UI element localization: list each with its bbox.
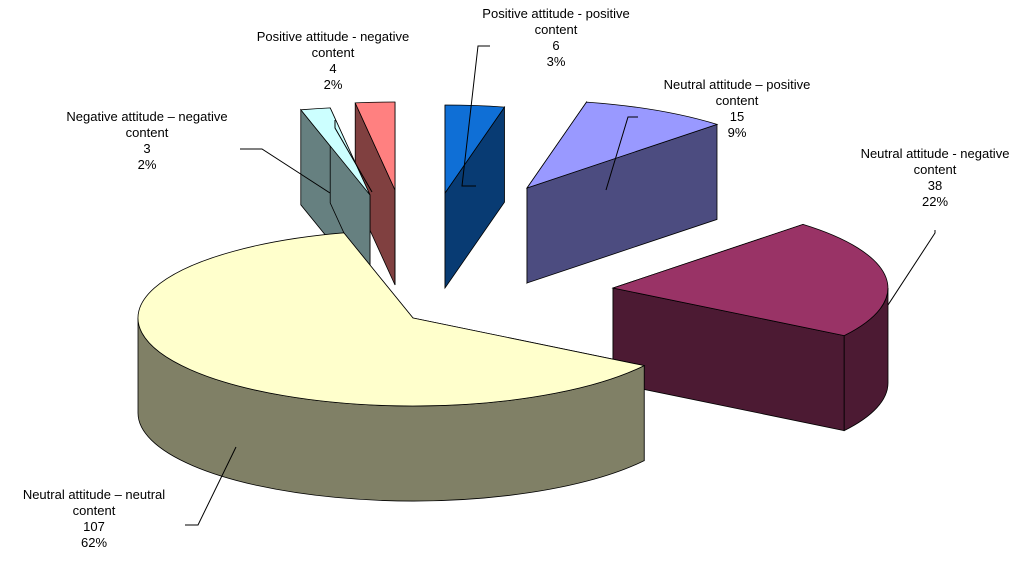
label-pos-pos-value: 6 xyxy=(552,38,560,53)
leader-line-neu_neu xyxy=(185,446,237,526)
slice-neg_neg-top xyxy=(300,107,371,196)
label-neu-pos-value: 15 xyxy=(729,109,745,124)
label-neg-neg-line1: Negative attitude – negative xyxy=(66,109,228,124)
label-pos-pos-percent: 3% xyxy=(546,54,566,69)
slice-neu_pos xyxy=(525,100,719,285)
label-pos-neg-line2: content xyxy=(311,45,355,60)
label-pos-pos-line2: content xyxy=(534,22,578,37)
leader-line-pos_neg xyxy=(334,120,373,193)
label-pos-neg-percent: 2% xyxy=(323,77,343,92)
label-neg-neg-line2: content xyxy=(125,125,169,140)
label-neu-neg-percent: 22% xyxy=(921,194,949,209)
label-pos-pos: Positive attitude - positive content 6 3… xyxy=(466,6,646,70)
label-pos-neg-line1: Positive attitude - negative xyxy=(256,29,410,44)
label-neu-neg-line2: content xyxy=(913,162,957,177)
label-neg-neg: Negative attitude – negative content 3 2… xyxy=(42,109,252,173)
label-neg-neg-percent: 2% xyxy=(137,157,157,172)
leader-lines xyxy=(185,45,936,526)
label-neu-pos: Neutral attitude – positive content 15 9… xyxy=(632,77,842,141)
label-neu-pos-line2: content xyxy=(715,93,759,108)
slice-neu_neg xyxy=(611,223,889,432)
pie-slices xyxy=(137,100,889,502)
label-neu-pos-percent: 9% xyxy=(727,125,747,140)
label-neu-neu: Neutral attitude – neutral content 107 6… xyxy=(4,487,184,551)
label-neg-neg-value: 3 xyxy=(143,141,151,156)
label-neu-pos-line1: Neutral attitude – positive xyxy=(663,77,811,92)
label-neu-neu-value: 107 xyxy=(83,519,105,534)
label-neu-neu-line2: content xyxy=(72,503,116,518)
label-neu-neg: Neutral attitude - negative content 38 2… xyxy=(840,146,1030,210)
leader-line-neu_pos xyxy=(605,116,638,191)
slice-neu_pos-top xyxy=(525,101,719,189)
label-neu-neg-value: 38 xyxy=(927,178,943,193)
label-pos-neg-value: 4 xyxy=(329,61,337,76)
slice-pos_neg-top xyxy=(354,101,396,191)
label-neu-neu-line1: Neutral attitude – neutral xyxy=(22,487,166,502)
leader-line-neg_neg xyxy=(240,148,331,194)
slice-neu_neu xyxy=(137,231,646,502)
slice-pos_pos-top xyxy=(444,104,506,195)
slice-pos_pos xyxy=(444,104,506,290)
leader-line-neu_neg xyxy=(887,230,936,306)
label-pos-neg: Positive attitude - negative content 4 2… xyxy=(238,29,428,93)
slice-neu_neg-top xyxy=(611,223,889,337)
slice-neu_neu-top xyxy=(137,232,646,407)
label-pos-pos-line1: Positive attitude - positive xyxy=(482,6,630,21)
slice-pos_neg xyxy=(354,101,396,286)
label-neu-neg-line1: Neutral attitude - negative xyxy=(860,146,1010,161)
label-neu-neu-percent: 62% xyxy=(80,535,108,550)
leader-line-pos_pos xyxy=(461,45,490,187)
